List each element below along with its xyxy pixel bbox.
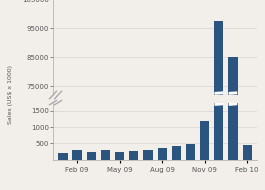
Bar (200, 121, 209, 160)
Bar (228, 57, 237, 190)
Bar (228, 0, 237, 160)
Bar (214, 0, 223, 160)
Bar (242, 145, 252, 160)
Bar (73, 150, 82, 160)
Bar (58, 153, 68, 160)
Bar (143, 150, 153, 160)
Bar (101, 150, 110, 160)
Bar (186, 144, 195, 160)
Bar (129, 151, 138, 160)
Text: Sales (US$ x 1000): Sales (US$ x 1000) (8, 66, 13, 124)
Bar (115, 152, 124, 160)
Bar (87, 152, 96, 160)
Bar (172, 146, 181, 160)
Bar (214, 21, 223, 190)
Bar (157, 148, 167, 160)
